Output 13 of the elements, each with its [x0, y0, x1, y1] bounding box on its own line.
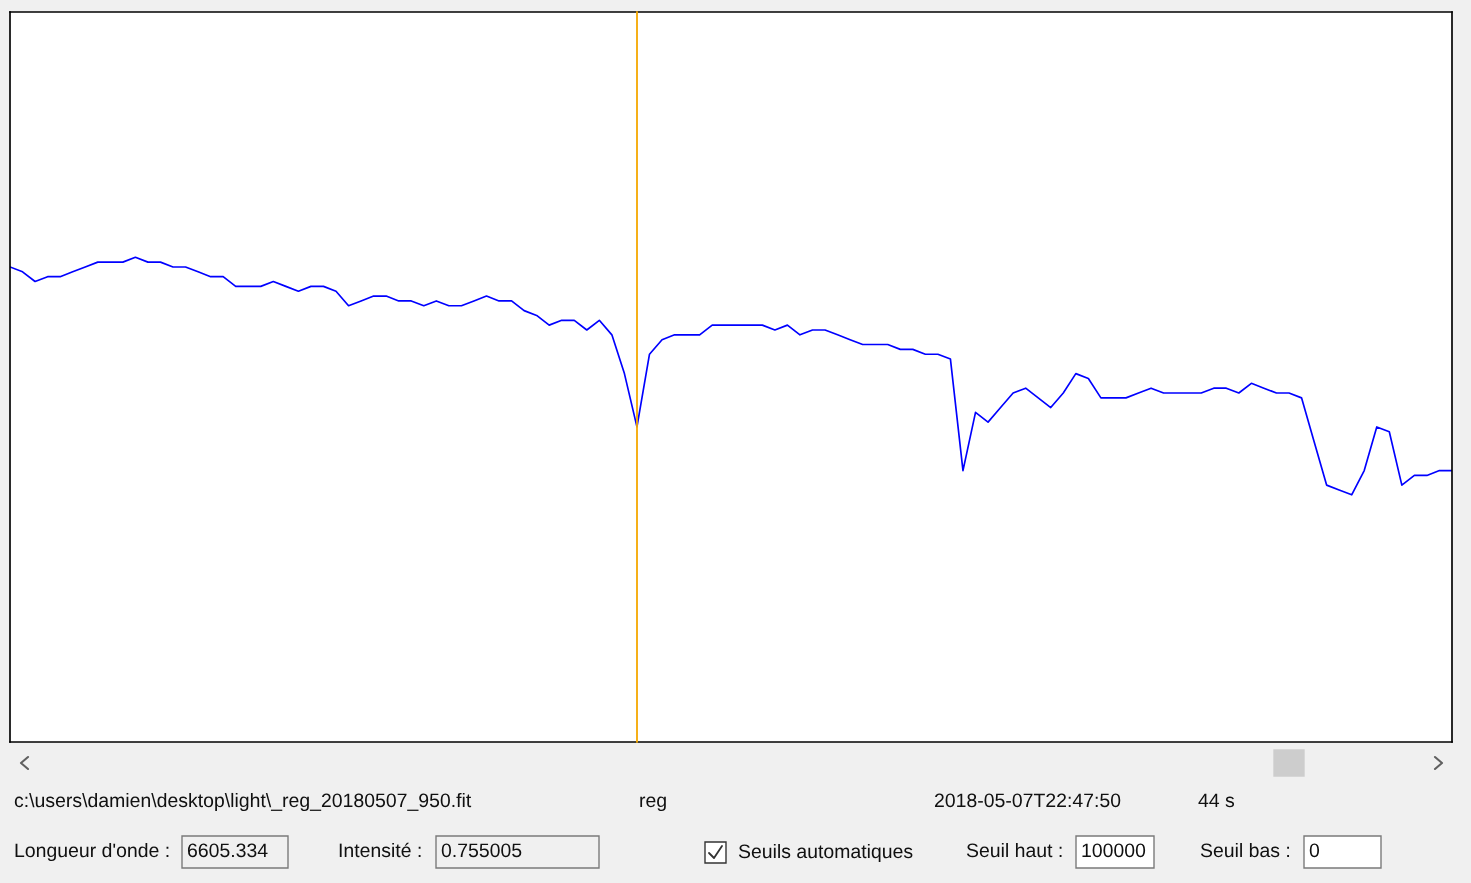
text: 0 [1309, 843, 1320, 858]
text: c:\users\damien\desktop\light\_reg_20180507_950.fit [14, 792, 472, 812]
text: 44 s [1198, 793, 1235, 808]
text: Seuil haut : [966, 842, 1062, 858]
text: Seuil bas : [1200, 842, 1290, 858]
text: 2018-05-07T22:47:50 [934, 793, 1121, 808]
text: 6605.334 [187, 843, 268, 858]
text: reg [640, 796, 666, 812]
text: Seuils automatiques [738, 843, 913, 863]
text: 0.755005 [441, 843, 522, 858]
text: 100000 [1082, 843, 1146, 858]
text: Longueur d'onde : [15, 842, 169, 862]
text: Intensité : [339, 842, 421, 858]
